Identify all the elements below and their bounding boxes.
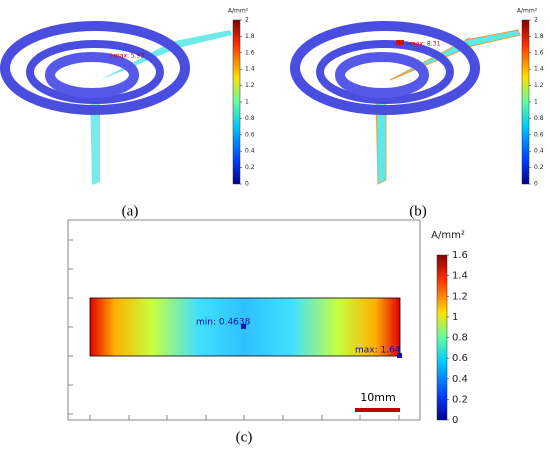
colorbar-tick-label: 2 <box>534 17 538 24</box>
colorbar-tick-label: 1 <box>452 312 458 323</box>
colorbar-unit: A/mm² <box>228 8 249 15</box>
colorbar-tick-label: 0.4 <box>534 148 544 155</box>
colorbar-tick-label: 0.2 <box>452 394 468 405</box>
annotation: max: 1.64 <box>355 346 401 356</box>
colorbar-tick-label: 1.2 <box>452 291 468 302</box>
colorbar-tick-label: 0.4 <box>452 374 468 385</box>
colorbar <box>232 19 241 185</box>
colorbar-tick-label: 0 <box>452 415 458 426</box>
colorbar-tick-label: 0.6 <box>452 353 468 364</box>
colorbar-tick-label: 0.2 <box>245 164 255 171</box>
colorbar-tick-label: 0.8 <box>534 115 544 122</box>
colorbar-tick-label: 1.2 <box>245 82 255 89</box>
max-marker <box>397 353 402 358</box>
colorbar <box>521 19 530 185</box>
colorbar-tick-label: 1.8 <box>245 33 255 40</box>
colorbar-tick-label: 0.6 <box>245 131 255 138</box>
colorbar-tick-label: 0.4 <box>245 148 255 155</box>
scale-bar-label: 10mm <box>360 391 395 404</box>
colorbar-tick-label: 1 <box>245 99 249 106</box>
colorbar-tick-label: 1.6 <box>245 49 255 56</box>
colorbar-tick-label: 1 <box>534 99 538 106</box>
colorbar-tick-label: 1.2 <box>534 82 544 89</box>
frame-ticks <box>68 239 400 420</box>
colorbar-tick-label: 0.2 <box>534 164 544 171</box>
panel-label: (c) <box>236 429 253 445</box>
colorbar-tick-label: 1.6 <box>534 49 544 56</box>
colorbar-tick-label: 2 <box>245 17 249 24</box>
colorbar-tick-label: 1.8 <box>534 33 544 40</box>
colorbar <box>436 254 448 421</box>
annotation: I-max: 8.31 <box>406 41 440 48</box>
annotation: I-max: 5.93 <box>110 53 144 60</box>
colorbar-tick-label: 0.8 <box>452 333 468 344</box>
colorbar-tick-label: 1.4 <box>534 66 544 73</box>
panel-label: (a) <box>122 203 139 219</box>
colorbar-tick-label: 0 <box>534 181 538 188</box>
coil-a <box>0 21 232 185</box>
annotation: min: 0.4638 <box>196 318 251 328</box>
colorbar-unit: A/mm² <box>431 230 465 241</box>
colorbar-tick-label: 1.4 <box>245 66 255 73</box>
colorbar-tick-label: 1.6 <box>452 250 468 261</box>
colorbar-tick-label: 0.8 <box>245 115 255 122</box>
panel-label: (b) <box>409 203 427 219</box>
min-marker <box>241 324 246 329</box>
colorbar-unit: A/mm² <box>517 8 538 15</box>
colorbar-tick-label: 0 <box>245 181 249 188</box>
colorbar-tick-label: 1.4 <box>452 271 468 282</box>
coil-b <box>290 21 521 185</box>
colorbar-tick-label: 0.6 <box>534 131 544 138</box>
